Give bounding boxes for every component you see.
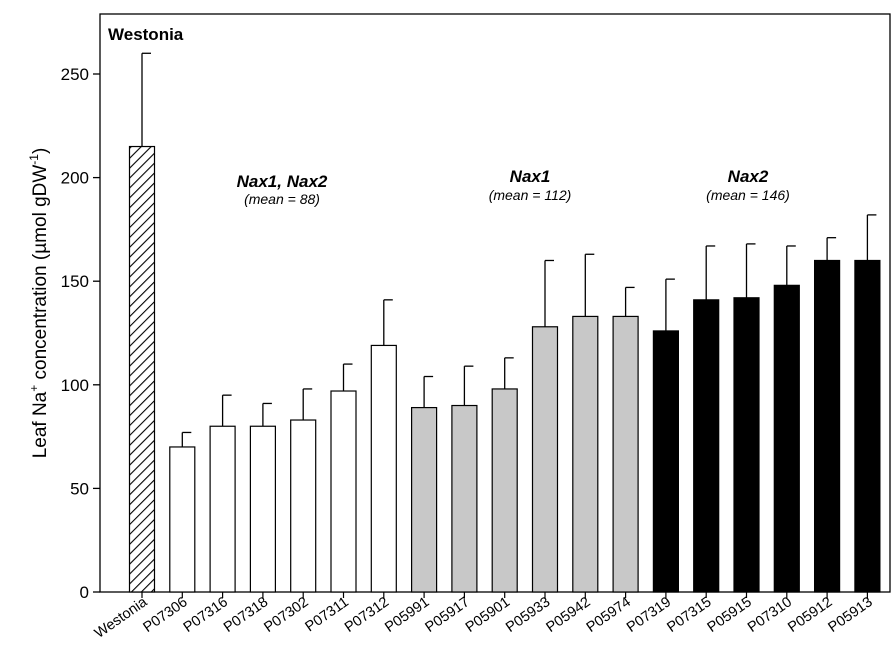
bar-p07306 (169, 446, 196, 593)
x-tick-label: P07319 (624, 594, 674, 636)
bar-p07310 (773, 284, 800, 593)
x-tick-label: P07318 (221, 594, 271, 636)
bar-p07316 (209, 425, 236, 593)
x-tick-label: P05913 (826, 594, 876, 636)
bar-westonia (128, 145, 156, 593)
x-tick-label: P07311 (303, 594, 352, 635)
bar-p05912 (813, 259, 841, 593)
x-tick-label: P07302 (261, 594, 311, 636)
annotation-subtitle-nax2: (mean = 146) (706, 187, 790, 203)
y-tick-label: 100 (61, 376, 89, 395)
bar-p05915 (733, 297, 760, 593)
y-tick-label: 0 (80, 583, 89, 602)
y-tick-label: 250 (61, 65, 89, 84)
x-tick-label: P05912 (785, 594, 835, 636)
y-tick-label: 50 (70, 479, 89, 498)
x-tick-label: Westonia (92, 594, 151, 642)
x-tick-label: P07312 (342, 594, 392, 636)
bar-p05913 (854, 259, 881, 593)
bar-p05974 (612, 315, 639, 593)
x-tick-label: P07315 (664, 594, 714, 636)
bar-p07319 (652, 330, 680, 593)
x-tick-label: P07310 (745, 594, 795, 636)
annotation-subtitle-nax1: (mean = 112) (489, 187, 572, 203)
bar-p05991 (411, 406, 438, 593)
control-label: Westonia (108, 25, 184, 44)
bar-p07318 (249, 425, 276, 593)
x-axis-labels: WestoniaP07306P07316P07318P07302P07311P0… (92, 592, 876, 642)
bar-p07315 (693, 299, 720, 593)
x-tick-label: P05974 (584, 594, 634, 636)
x-tick-label: P05901 (463, 594, 513, 636)
y-axis: 0 50 100 150 200 250 (61, 65, 100, 602)
bar-p07312 (370, 344, 397, 593)
bar-p05901 (491, 388, 518, 593)
x-tick-label: P07306 (140, 594, 190, 636)
y-tick-label: 200 (61, 169, 89, 188)
bar-p05942 (572, 315, 599, 593)
bar-p05917 (451, 404, 478, 593)
annotation-title-nax2: Nax2 (728, 167, 769, 186)
annotation-title-nax1: Nax1 (510, 167, 551, 186)
annotation-subtitle-nax1-nax2: (mean = 88) (244, 191, 320, 207)
y-axis-label: Leaf Na+ concentration (µmol gDW-1) (27, 148, 51, 459)
bar-p07311 (330, 390, 357, 593)
bar-p07302 (290, 419, 317, 593)
annotation-title-nax1-nax2: Nax1, Nax2 (237, 172, 328, 191)
y-tick-label: 150 (61, 272, 89, 291)
x-tick-label: P05942 (543, 594, 593, 636)
x-tick-label: P05917 (423, 594, 473, 636)
bars (128, 52, 881, 593)
x-tick-label: P07316 (181, 594, 231, 636)
x-tick-label: P05991 (382, 594, 432, 636)
x-tick-label: P05933 (503, 594, 553, 636)
x-tick-label: P05915 (705, 594, 755, 636)
bar-p05933 (531, 326, 559, 593)
